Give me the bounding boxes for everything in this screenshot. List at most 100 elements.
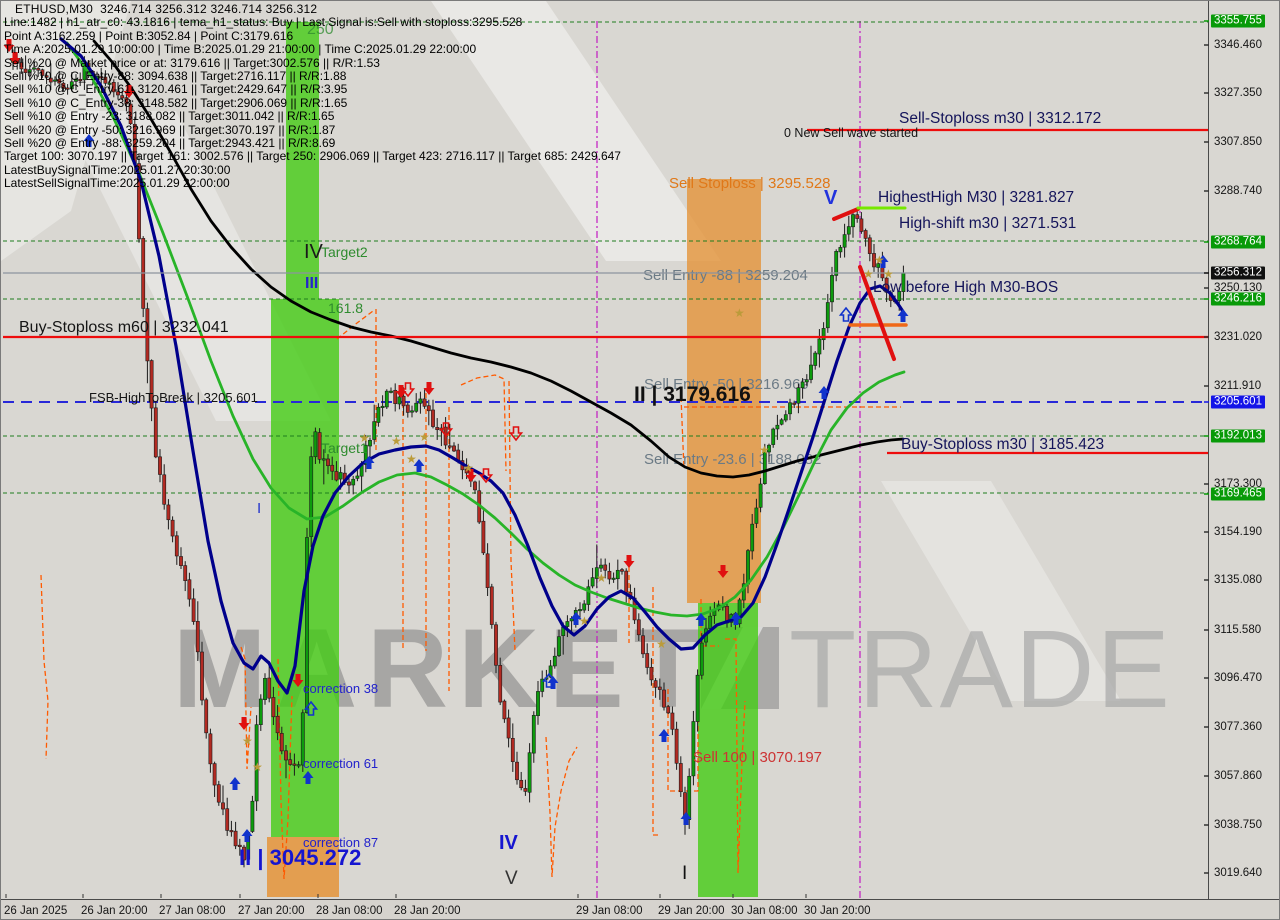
chart-annotation: Buy-Stoploss m60 | 3232.041 (19, 319, 229, 336)
signal-band (698, 603, 758, 897)
price-axis-label-highlight: 3192.013 (1211, 429, 1265, 443)
trailing-stop-path (545, 736, 578, 878)
chart-annotation: V (505, 868, 518, 889)
sell-arrow-icon (123, 85, 135, 98)
trailing-stop-path (680, 396, 685, 470)
star-icon: ★ (656, 637, 667, 651)
star-icon: ★ (391, 434, 402, 448)
price-axis-label-highlight: 3355.755 (1211, 14, 1265, 28)
buy-arrow-icon (730, 612, 742, 625)
info-line: Sell %10 @ Entry -23: 3188.082 || Target… (4, 109, 335, 124)
watermark-ribbon (881, 481, 1121, 701)
trailing-stop-path (700, 599, 719, 647)
price-axis-label: 3231.020 (1214, 331, 1262, 343)
info-line: Point A:3162.259 | Point B:3052.84 | Poi… (4, 28, 294, 43)
chart-annotation: Sell Entry -50 | 3216.969 (644, 376, 809, 393)
price-axis-label: 3057.860 (1214, 770, 1262, 782)
signal-markers: ★★★ ★★★★★★★★★★★★ (3, 39, 909, 842)
buy-arrow-icon (680, 812, 692, 825)
structure-segment (858, 265, 896, 361)
trailing-stop-path (277, 658, 293, 880)
price-axis[interactable]: 3355.755 3346.460 3327.350 3307.850 3288.740… (1209, 1, 1279, 898)
time-axis-label: 28 Jan 20:00 (394, 905, 461, 917)
price-axis-label-highlight: 3246.216 (1211, 292, 1265, 306)
price-axis-label: 3346.460 (1214, 39, 1262, 51)
trailing-stop-path (508, 380, 516, 652)
price-axis-label: 3019.640 (1214, 867, 1262, 879)
price-axis-label-highlight: 3205.601 (1211, 395, 1265, 409)
price-axis-label: 3250.130 (1214, 282, 1262, 294)
buy-arrow-icon (241, 829, 253, 842)
time-axis-label: 26 Jan 2025 (4, 905, 68, 917)
trailing-stop-path (667, 689, 699, 792)
buy-arrow-icon (83, 134, 95, 147)
star-icon: ★ (734, 306, 745, 320)
watermark-text-right: TRADE (789, 608, 1172, 731)
chart-annotation: II | 3045.272 (239, 845, 361, 870)
chart-annotation: Target2 (321, 244, 368, 260)
time-axis-label: 30 Jan 20:00 (804, 905, 871, 917)
chart-annotation: Sell-Stoploss m30 | 3312.172 (899, 110, 1101, 127)
time-axis-label: 30 Jan 08:00 (731, 905, 798, 917)
watermark-ribbon (431, 1, 721, 261)
time-axis[interactable]: 26 Jan 2025 26 Jan 20:00 27 Jan 08:00 27 Ja… (1, 899, 1279, 919)
buy-arrow-icon (302, 771, 314, 784)
buy-arrow-icon (541, 672, 557, 688)
info-line: Line:1482 | h1_atr_c0: 43.1816 | tema_h1… (4, 15, 523, 30)
chart-annotation: HighestHigh M30 | 3281.827 (878, 189, 1074, 206)
info-line: Target 100: 3070.197 || Target 161: 3002… (4, 149, 621, 164)
watermark-shapes (1, 1, 1121, 701)
sell-arrow-icon (9, 52, 21, 65)
sell-arrow-icon (238, 717, 250, 730)
chart-annotation: Sell Stoploss | 3295.528 (669, 175, 831, 192)
buy-arrow-icon (547, 676, 559, 689)
chart-annotation: IV (304, 241, 324, 263)
price-axis-label: 3096.470 (1214, 672, 1262, 684)
trailing-stop-path (460, 374, 507, 472)
buy-arrow-icon (695, 613, 707, 626)
time-axis-label: 27 Jan 20:00 (238, 905, 305, 917)
chart-annotation: Sell Entry -88 | 3259.204 (643, 267, 808, 284)
chart-annotation: II | 3179.616 (634, 383, 751, 406)
info-line: Sell %10 @ C_Entry-88: 3094.638 || Targe… (4, 69, 347, 84)
chart-annotation: 250 (307, 21, 334, 38)
price-axis-label: 3135.080 (1214, 574, 1262, 586)
chart-annotation: V (824, 187, 838, 209)
ma-navy-line (59, 37, 906, 695)
chart-annotation: correction 87 (303, 835, 378, 850)
chart-annotation: High-shift m30 | 3271.531 (899, 215, 1076, 232)
chart-annotation: Target1 (321, 440, 368, 456)
ma-black-line (92, 39, 905, 479)
signal-band (687, 179, 761, 603)
price-axis-label: 3154.190 (1214, 526, 1262, 538)
structure-segment (832, 207, 860, 221)
info-line: LatestSellSignalTime:2025.01.29 22:00:00 (4, 176, 230, 191)
price-axis-label: 3288.740 (1214, 185, 1262, 197)
info-line: Sell %10 @ C_Entry-38: 3148.582 || Targe… (4, 95, 348, 110)
info-line: Sell %20 @ Entry -88: 3259.204 || Target… (4, 136, 336, 151)
signal-band (286, 22, 319, 299)
buy-arrow-icon (818, 386, 830, 399)
star-icon: ★ (579, 614, 590, 628)
star-icon: ★ (883, 267, 894, 281)
star-icon: ★ (359, 431, 370, 445)
trailing-stop-path (40, 574, 49, 760)
trailing-stop-path (336, 310, 374, 340)
star-icon: ★ (252, 760, 263, 774)
price-axis-label: 3173.300 (1214, 478, 1262, 490)
buy-arrow-icon (303, 700, 319, 716)
chart-annotation: FSB-HighToBreak | 3205.601 (89, 390, 258, 405)
chart-annotation: Sell Entry -23.6 | 3188.082 (644, 451, 821, 468)
star-icon: ★ (419, 430, 430, 444)
chart-annotation: IV (499, 832, 519, 854)
trailing-stop-path (240, 646, 252, 770)
info-line: Sell %20 @ Entry -50: 3216.969 || Target… (4, 122, 336, 137)
time-axis-label: 26 Jan 20:00 (81, 905, 148, 917)
buy-arrow-icon (838, 306, 854, 322)
star-icon: ★ (463, 461, 474, 475)
star-icon: ★ (874, 253, 885, 267)
info-line: Sell %20 @ Market price or at: 3179.616 … (4, 55, 380, 70)
watermark-ribbon (61, 111, 331, 421)
